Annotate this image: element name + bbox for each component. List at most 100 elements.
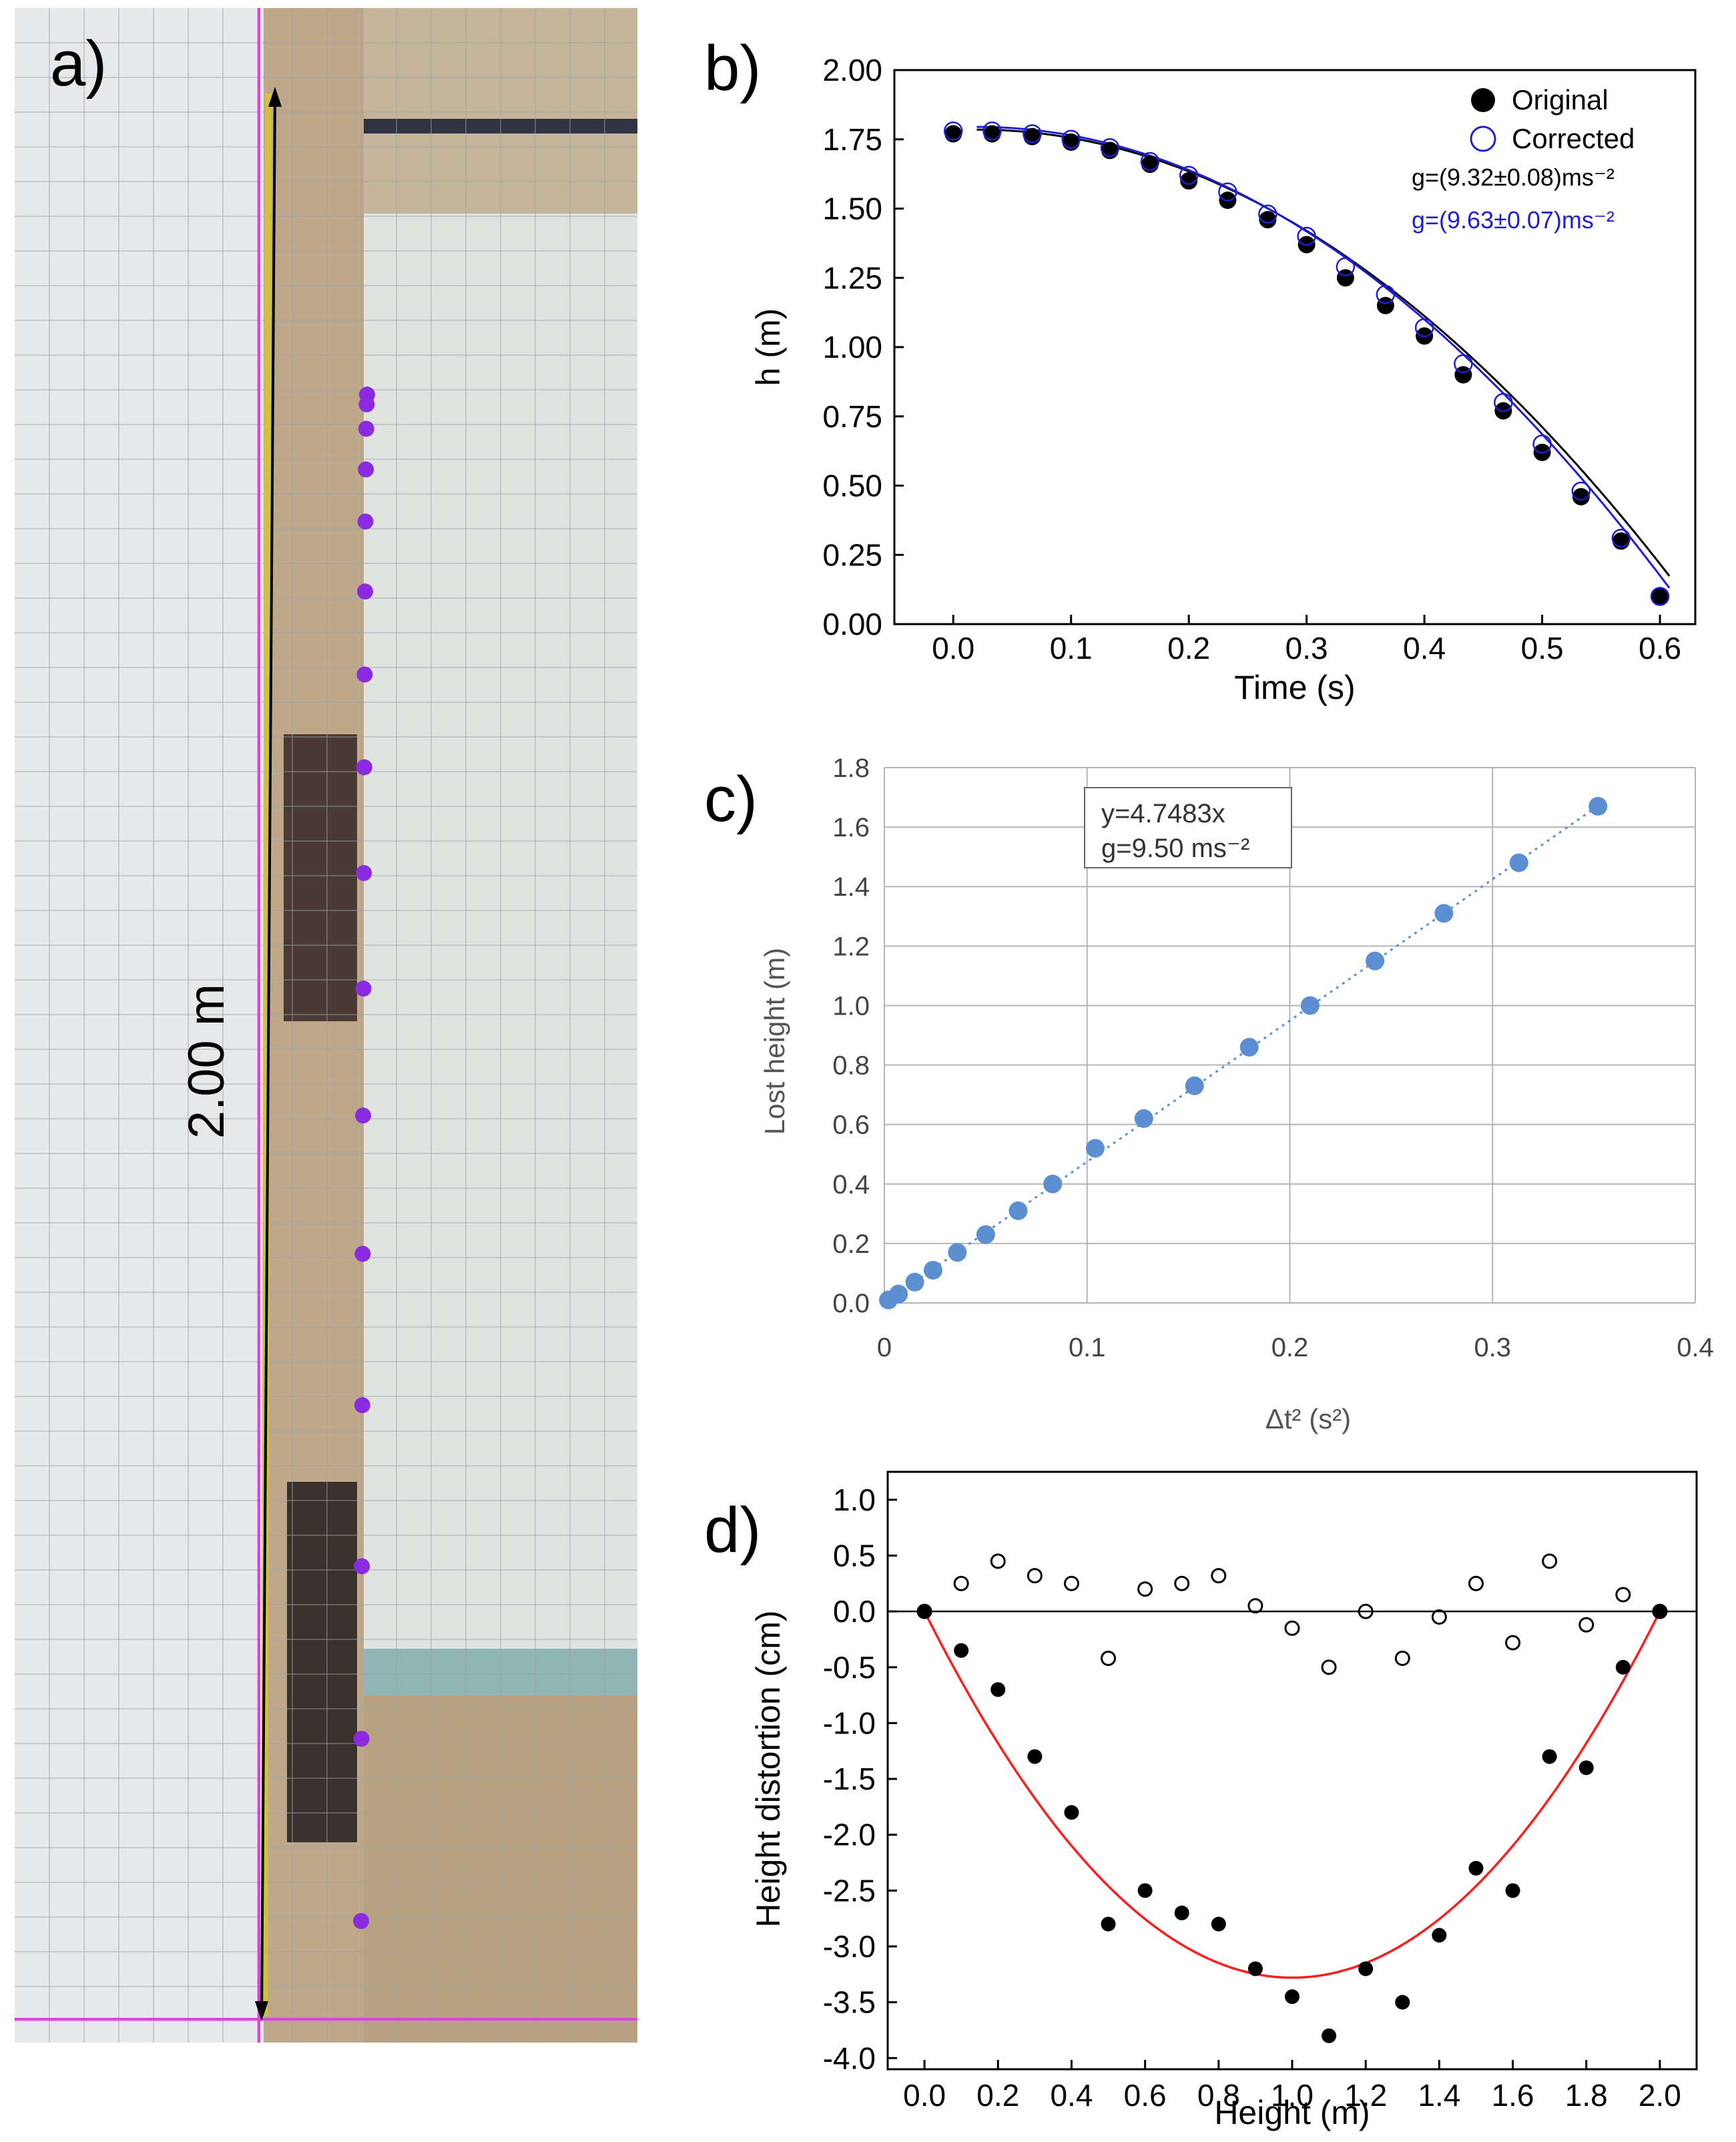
chart-d-y-tick-label: -3.0 <box>823 1929 876 1964</box>
chart-d-ticks: 0.0 0.2 0.4 0.6 0.8 1.0 1.2 1.4 1.6 1.8 2.0 1.0 0.5 0… <box>823 1483 1681 2113</box>
chart-d-point-corrected <box>1063 1575 1079 1591</box>
chart-c-x-tick-label: 0.1 <box>1069 1333 1106 1362</box>
chart-d-y-tick-label: -1.0 <box>823 1705 876 1740</box>
chart-b-point-corrected <box>943 121 963 141</box>
chart-d-point-original <box>1247 1961 1263 1976</box>
bookshelf-dark-lower <box>287 1482 357 1842</box>
chart-c: 0 0.1 0.2 0.3 0.4 0.0 0.2 0.4 0.6 0.8 1.0 1.2 1.4 1.6… <box>759 754 1714 1434</box>
chart-c-trendline <box>884 805 1599 1304</box>
chart-c-x-tick-label: 0.3 <box>1474 1333 1511 1362</box>
chart-d-x-tick-label: 0.0 <box>903 2078 946 2113</box>
chart-c-y-tick-label: 1.0 <box>832 991 870 1021</box>
chart-d-x-tick-label: 1.0 <box>1271 2078 1314 2113</box>
annotation-g-original: g=(9.32±0.08)ms⁻² <box>1412 164 1615 191</box>
chart-b-fit-curves <box>976 125 1671 589</box>
chart-c-point <box>976 1225 995 1244</box>
chart-c-y-axis-label: Lost height (m) <box>759 948 790 1135</box>
ball-position-marker <box>358 461 374 478</box>
chart-b-y-tick-label: 0.50 <box>822 469 882 503</box>
chart-d-y-tick-label: -3.5 <box>823 1985 876 2020</box>
chart-b-x-tick-label: 0.1 <box>1050 631 1093 665</box>
chart-d-point-original <box>1211 1916 1226 1932</box>
ball-position-marker <box>356 864 372 881</box>
chart-c-point <box>889 1284 908 1304</box>
chart-d: 0.0 0.2 0.4 0.6 0.8 1.0 1.2 1.4 1.6 1.8 2.0 1.0 0.5 0… <box>750 1470 1698 2131</box>
chart-b-y-tick-label: 0.75 <box>822 399 882 434</box>
chart-c-x-tick-label: 0 <box>877 1333 892 1362</box>
legend-corrected-marker <box>1470 125 1496 152</box>
chart-c-point <box>1588 796 1608 816</box>
chart-d-point-corrected <box>1394 1650 1410 1666</box>
chart-c-point <box>1434 904 1454 923</box>
chart-c-point <box>1185 1076 1204 1095</box>
ball-position-marker <box>354 1246 371 1262</box>
chart-b-point-corrected <box>1454 354 1473 374</box>
chart-b-point-corrected <box>982 121 1002 141</box>
chart-d-x-axis-label: Height (m) <box>1214 2094 1370 2131</box>
scale-arrow-head-bottom <box>255 2001 268 2021</box>
chart-b-point-original <box>1259 211 1277 229</box>
chart-c-y-tick-label: 0.4 <box>832 1170 870 1199</box>
chart-b-x-tick-label: 0.6 <box>1639 631 1681 665</box>
chart-c-gridlines <box>884 767 1696 1304</box>
chart-d-point-original <box>1615 1659 1631 1675</box>
chart-b-point-corrected <box>1258 204 1277 224</box>
ball-position-marker <box>354 1558 370 1575</box>
chart-b-x-tick-label: 0.3 <box>1285 631 1328 665</box>
chart-d-point-corrected <box>1211 1568 1227 1584</box>
chart-c-y-tick-label: 0.6 <box>832 1111 870 1140</box>
chart-b-x-tick-label: 0.4 <box>1403 631 1446 665</box>
chart-d-point-corrected <box>1247 1598 1263 1614</box>
chart-d-point-corrected <box>1431 1609 1447 1625</box>
ball-position-marker <box>353 1730 370 1747</box>
scale-label: 2.00 m <box>178 984 235 1139</box>
chart-b-y-tick-label: 1.00 <box>822 330 882 364</box>
ball-position-marker <box>358 421 374 437</box>
chart-b-y-tick-label: 0.00 <box>822 607 882 641</box>
chart-b-fit-corrected <box>976 125 1671 589</box>
chart-c-y-tick-label: 1.4 <box>832 872 870 902</box>
chart-d-point-original <box>917 1604 932 1619</box>
chart-d-point-original <box>1432 1928 1447 1943</box>
chart-d-x-tick-label: 0.4 <box>1050 2078 1093 2113</box>
chart-d-point-corrected <box>1615 1587 1631 1603</box>
chart-d-point-original <box>954 1643 969 1658</box>
chart-d-point-corrected <box>1137 1581 1153 1597</box>
chart-c-x-tick-label: 0.2 <box>1271 1333 1309 1362</box>
chart-b-point-corrected <box>1061 129 1081 149</box>
chart-c-point <box>1300 996 1320 1015</box>
chart-c-trendline-path <box>884 805 1599 1304</box>
chart-d-y-tick-label: -1.5 <box>823 1762 876 1796</box>
legend-corrected-label: Corrected <box>1512 123 1635 154</box>
chart-b-y-tick-label: 1.75 <box>822 122 882 157</box>
chart-d-point-original <box>990 1682 1006 1697</box>
chart-c-g-value: g=9.50 ms⁻² <box>1101 834 1249 863</box>
chart-b-point-corrected <box>1100 138 1120 158</box>
ball-position-marker <box>355 1107 371 1124</box>
chart-d-point-corrected <box>1358 1603 1374 1619</box>
chart-d-point-original <box>1358 1961 1374 1976</box>
chart-d-point-corrected <box>1542 1553 1558 1569</box>
chart-d-point-corrected <box>990 1553 1006 1569</box>
chart-b-point-original <box>1651 587 1669 605</box>
chart-b-x-tick-label: 0.2 <box>1167 631 1210 665</box>
chart-d-point-corrected <box>1468 1575 1484 1591</box>
chart-d-point-original <box>1137 1883 1153 1898</box>
chart-d-x-tick-label: 2.0 <box>1639 2078 1681 2113</box>
chart-d-x-tick-label: 1.2 <box>1344 2078 1387 2113</box>
ball-position-marker <box>355 981 372 997</box>
chart-d-y-tick-label: -2.0 <box>823 1818 876 1852</box>
chart-b-point-corrected <box>1140 152 1160 172</box>
chart-c-equation-box <box>1084 787 1292 868</box>
legend-original-marker <box>1471 88 1495 112</box>
chart-b-x-tick-label: 0.0 <box>932 631 974 665</box>
chart-c-points <box>879 796 1608 1310</box>
chart-d-point-original <box>1064 1805 1079 1820</box>
chart-d-point-original <box>1542 1749 1557 1764</box>
chart-d-point-corrected <box>953 1575 969 1591</box>
wall <box>15 8 278 2043</box>
chart-b-point-original <box>1180 172 1198 190</box>
chart-c-point <box>948 1243 967 1262</box>
chart-d-point-original <box>1505 1883 1520 1898</box>
